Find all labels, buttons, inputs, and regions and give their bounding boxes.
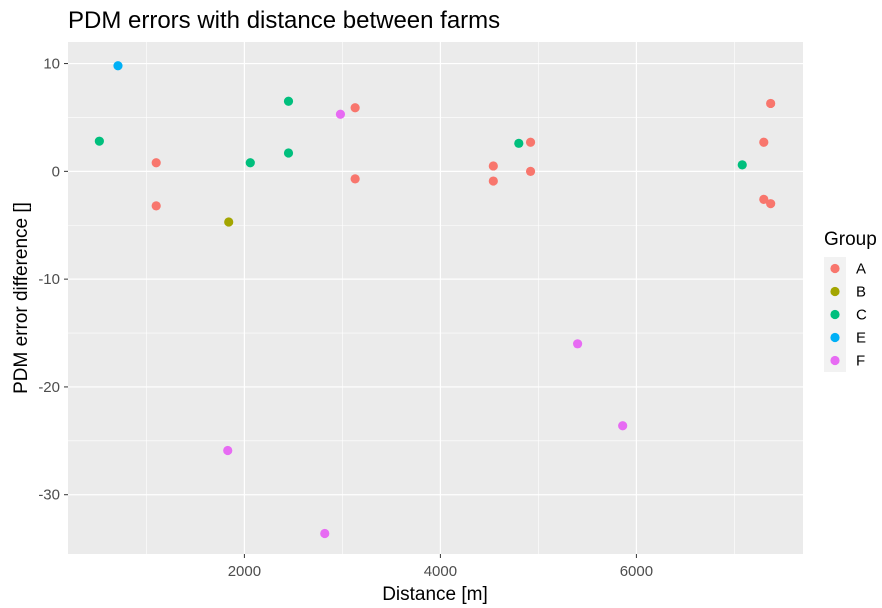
y-tick-label: -20	[38, 379, 60, 396]
legend-label-c: C	[856, 307, 867, 324]
data-point-c	[514, 138, 524, 148]
x-tick-label: 2000	[228, 563, 261, 580]
major-gridlines	[68, 42, 803, 554]
data-point-a	[488, 161, 498, 171]
data-point-a	[151, 158, 161, 168]
legend-label-b: B	[856, 284, 866, 301]
data-points	[94, 61, 776, 539]
data-point-f	[573, 339, 583, 349]
data-point-c	[94, 136, 104, 146]
data-point-a	[759, 137, 769, 147]
data-point-f	[335, 109, 346, 119]
y-axis-label: PDM error difference []	[11, 202, 32, 394]
data-point-c	[245, 158, 255, 168]
data-point-a	[151, 201, 161, 211]
legend-label-f: F	[856, 353, 865, 370]
data-point-b	[224, 217, 234, 227]
data-point-c	[283, 148, 294, 158]
data-point-f	[320, 528, 330, 539]
data-point-a	[759, 194, 769, 204]
data-point-a	[766, 98, 776, 109]
data-point-a	[488, 176, 498, 186]
data-point-a	[525, 137, 536, 147]
x-axis-label: Distance [m]	[382, 584, 488, 605]
data-point-a	[350, 174, 360, 184]
data-point-a	[350, 103, 360, 113]
x-axis: 2000 4000 6000	[228, 554, 653, 580]
y-tick-label: -10	[38, 271, 60, 288]
legend-key-b	[830, 286, 840, 297]
data-point-a	[525, 166, 536, 176]
data-point-c	[283, 96, 294, 106]
legend-label-a: A	[856, 261, 866, 278]
data-point-f	[618, 421, 628, 431]
data-point-a	[766, 199, 776, 209]
y-tick-label: 0	[52, 163, 60, 180]
y-tick-label: 10	[43, 56, 60, 73]
legend-label-e: E	[856, 330, 866, 347]
chart-title: PDM errors with distance between farms	[68, 7, 500, 34]
x-tick-label: 4000	[424, 563, 457, 580]
plot-panel	[68, 42, 803, 554]
data-point-e	[113, 61, 123, 71]
legend-key-a	[830, 263, 840, 274]
minor-gridlines	[68, 42, 803, 554]
y-axis: 10 0 -10 -20 -30	[38, 56, 68, 504]
legend-key-e	[830, 332, 840, 343]
legend-key-f	[830, 355, 840, 366]
x-tick-label: 6000	[620, 563, 653, 580]
y-tick-label: -30	[38, 487, 60, 504]
legend-title: Group	[824, 229, 877, 250]
data-point-c	[737, 160, 747, 170]
data-point-f	[223, 445, 233, 456]
legend-key-c	[830, 309, 840, 320]
